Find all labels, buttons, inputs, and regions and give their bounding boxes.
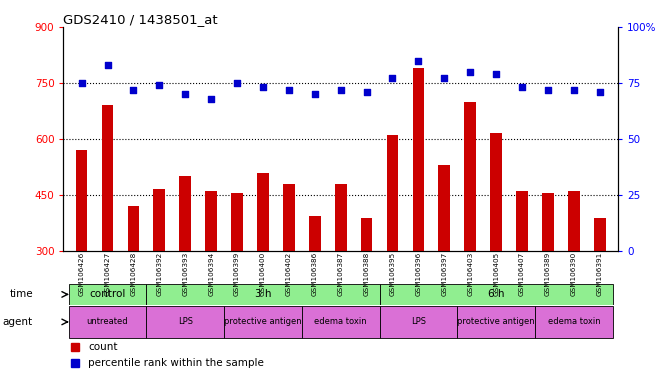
- Text: GSM106402: GSM106402: [286, 252, 292, 296]
- Text: GSM106395: GSM106395: [389, 252, 395, 296]
- Bar: [413, 68, 424, 251]
- Bar: [535, 306, 613, 338]
- Text: count: count: [88, 342, 118, 352]
- Bar: [69, 306, 146, 338]
- Text: 3 h: 3 h: [255, 290, 271, 300]
- Point: [465, 69, 476, 75]
- Text: percentile rank within the sample: percentile rank within the sample: [88, 358, 265, 368]
- Point: [491, 71, 502, 77]
- Bar: [490, 133, 502, 251]
- Text: GDS2410 / 1438501_at: GDS2410 / 1438501_at: [63, 13, 218, 26]
- Text: time: time: [9, 290, 33, 300]
- Text: GSM106403: GSM106403: [467, 252, 473, 296]
- Bar: [438, 165, 450, 251]
- Text: GSM106393: GSM106393: [182, 252, 188, 296]
- Bar: [154, 189, 165, 251]
- Point: [516, 84, 527, 91]
- Point: [76, 80, 87, 86]
- Text: GSM106388: GSM106388: [363, 252, 369, 296]
- Text: agent: agent: [3, 317, 33, 327]
- Point: [154, 82, 165, 88]
- Text: GSM106397: GSM106397: [442, 252, 448, 296]
- Bar: [102, 105, 114, 251]
- Text: GSM106428: GSM106428: [130, 252, 136, 296]
- Text: control: control: [90, 290, 126, 300]
- Bar: [458, 306, 535, 338]
- Bar: [283, 184, 295, 251]
- Point: [258, 84, 269, 91]
- Text: GSM106391: GSM106391: [597, 252, 603, 296]
- Text: GSM106394: GSM106394: [208, 252, 214, 296]
- Bar: [542, 193, 554, 251]
- Point: [232, 80, 242, 86]
- Text: GSM106426: GSM106426: [79, 252, 85, 296]
- Bar: [379, 306, 458, 338]
- Point: [309, 91, 320, 97]
- Text: GSM106387: GSM106387: [338, 252, 343, 296]
- Bar: [257, 173, 269, 251]
- Text: GSM106405: GSM106405: [493, 252, 499, 296]
- Bar: [146, 284, 379, 305]
- Text: GSM106400: GSM106400: [260, 252, 266, 296]
- Point: [335, 87, 346, 93]
- Bar: [379, 284, 613, 305]
- Text: GSM106427: GSM106427: [104, 252, 110, 296]
- Point: [102, 62, 113, 68]
- Bar: [594, 217, 606, 251]
- Point: [595, 89, 605, 95]
- Bar: [516, 191, 528, 251]
- Bar: [309, 216, 321, 251]
- Point: [387, 75, 398, 81]
- Text: GSM106390: GSM106390: [571, 252, 577, 296]
- Bar: [302, 306, 379, 338]
- Bar: [231, 193, 243, 251]
- Text: GSM106389: GSM106389: [545, 252, 551, 296]
- Text: edema toxin: edema toxin: [548, 318, 600, 326]
- Text: edema toxin: edema toxin: [315, 318, 367, 326]
- Bar: [205, 191, 217, 251]
- Point: [283, 87, 294, 93]
- Text: GSM106392: GSM106392: [156, 252, 162, 296]
- Point: [542, 87, 553, 93]
- Point: [568, 87, 579, 93]
- Text: LPS: LPS: [178, 318, 193, 326]
- Point: [439, 75, 450, 81]
- Text: GSM106396: GSM106396: [415, 252, 422, 296]
- Bar: [224, 306, 302, 338]
- Point: [413, 58, 424, 64]
- Text: GSM106386: GSM106386: [312, 252, 318, 296]
- Text: 6 h: 6 h: [488, 290, 504, 300]
- Text: protective antigen: protective antigen: [224, 318, 302, 326]
- Bar: [75, 150, 88, 251]
- Point: [206, 96, 216, 102]
- Text: protective antigen: protective antigen: [458, 318, 535, 326]
- Point: [180, 91, 190, 97]
- Text: GSM106407: GSM106407: [519, 252, 525, 296]
- Bar: [464, 102, 476, 251]
- Bar: [361, 217, 373, 251]
- Bar: [180, 176, 191, 251]
- Bar: [335, 184, 347, 251]
- Bar: [146, 306, 224, 338]
- Point: [128, 87, 139, 93]
- Bar: [387, 135, 398, 251]
- Point: [361, 89, 372, 95]
- Text: LPS: LPS: [411, 318, 426, 326]
- Bar: [128, 206, 139, 251]
- Bar: [69, 284, 146, 305]
- Bar: [568, 191, 580, 251]
- Text: GSM106399: GSM106399: [234, 252, 240, 296]
- Text: untreated: untreated: [87, 318, 128, 326]
